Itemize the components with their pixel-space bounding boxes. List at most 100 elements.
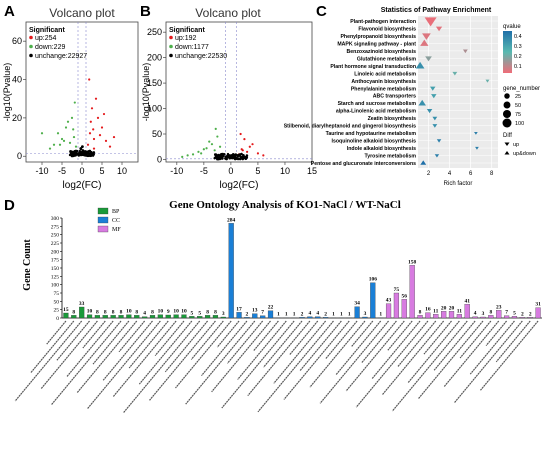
d-bar-mf	[456, 314, 462, 319]
c-point-up	[435, 26, 443, 32]
c-pathway-label: Flavonoid biosynthesis	[358, 26, 416, 32]
b-legend-label: up:192	[175, 35, 197, 42]
a-legend-label: down:229	[35, 44, 65, 51]
b-legend-label: unchange:22530	[175, 53, 227, 60]
d-category-label-placeholder	[46, 320, 67, 345]
d-bar-value-label: 2	[324, 311, 327, 317]
b-ytick-label: 200	[147, 53, 162, 63]
a-point	[74, 149, 78, 153]
c-pathway-label: Isoquinoline alkaloid biosynthesis	[332, 139, 417, 145]
d-bar-value-label: 10	[126, 309, 132, 315]
d-category-label-placeholder	[92, 320, 130, 365]
a-xtick-label: -10	[35, 166, 48, 176]
d-bar-value-label: 8	[489, 309, 492, 315]
d-category-label-placeholder	[283, 320, 350, 400]
panel-a-ylabel: -log10(Pvalue)	[2, 63, 12, 122]
b-point	[186, 154, 189, 157]
d-bar-value-label: 2	[529, 311, 532, 317]
d-bar-value-label: 1	[340, 312, 343, 318]
b-point	[245, 154, 249, 157]
c-point-updown	[420, 39, 429, 46]
d-bar-bp	[102, 315, 108, 319]
d-bar-value-label: 8	[135, 309, 138, 315]
b-point	[242, 154, 245, 157]
b-point	[205, 147, 208, 150]
d-bar-value-label: 41	[464, 298, 470, 304]
a-legend-swatch	[29, 35, 33, 40]
a-point	[88, 78, 91, 81]
b-point	[224, 155, 228, 158]
d-category-label-placeholder	[355, 320, 429, 408]
panel-a: A Volcano plot -10 -5 0 5 10 0 20 40 60 Signific…	[2, 3, 139, 191]
d-category-label-placeholder	[345, 320, 405, 392]
d-ytick-label: 25	[54, 308, 60, 314]
c-point-up	[430, 86, 436, 91]
d-ytick-label: 100	[51, 283, 60, 289]
panel-c-xticks: 2 4 6 8	[427, 171, 494, 177]
a-point	[40, 132, 44, 135]
a-point	[60, 137, 64, 141]
d-category-label-placeholder	[66, 320, 114, 377]
b-point	[251, 143, 254, 146]
d-bar-mf	[472, 316, 478, 319]
panel-a-legend: up:254 down:229 unchange:22927	[29, 35, 87, 60]
panel-d-title: Gene Ontology Analysis of KO1-NaCl / WT-…	[169, 199, 401, 211]
d-bar-value-label: 31	[535, 302, 541, 308]
d-ytick-label: 275	[51, 224, 60, 230]
d-bar-mf	[504, 315, 510, 319]
b-xtick-label: 15	[307, 166, 317, 176]
d-bar-mf	[511, 316, 518, 319]
d-legend-swatch	[97, 225, 109, 233]
a-point	[73, 101, 76, 104]
c-pathway-label: ABC transporters	[373, 94, 416, 100]
d-category-label-placeholder	[273, 320, 327, 384]
d-category-label-placeholder	[335, 320, 382, 376]
d-category-label-placeholder	[351, 320, 374, 347]
d-category-label-placeholder	[211, 320, 271, 393]
b-xtick-label: 5	[255, 166, 260, 176]
d-legend-label: CC	[112, 218, 120, 224]
c-point-up	[436, 139, 442, 143]
c-gene-legend-label: 100	[515, 121, 524, 127]
d-bar-value-label: 2	[521, 311, 524, 317]
d-category-label-placeholder	[495, 320, 531, 363]
panel-b-points	[181, 127, 265, 161]
a-point	[100, 126, 104, 129]
a-point	[92, 128, 95, 131]
b-point	[213, 156, 217, 159]
c-point-up	[425, 56, 432, 62]
d-bar-value-label: 33	[79, 301, 85, 307]
d-bar-value-label: 2	[301, 311, 304, 317]
d-bar-bp	[142, 316, 148, 319]
d-legend-swatch	[97, 216, 109, 224]
d-bar-value-label: 7	[505, 310, 508, 316]
panel-d: D Gene Ontology Analysis of KO1-NaCl / W…	[4, 197, 542, 414]
b-legend-label: down:1177	[175, 44, 209, 51]
panel-a-legend-title: Significant	[29, 27, 65, 34]
d-category-label-placeholder	[459, 320, 492, 359]
d-bar-bp	[126, 314, 132, 319]
a-legend-swatch	[29, 44, 33, 49]
d-bar-cc	[236, 312, 242, 319]
c-point-updown	[415, 61, 425, 69]
a-point	[104, 139, 108, 143]
a-xtick-label: 0	[79, 166, 84, 176]
a-point	[98, 134, 102, 137]
c-diff-legend-shape	[504, 151, 510, 155]
d-category-label-placeholder	[185, 320, 256, 405]
b-point	[232, 156, 236, 160]
c-xtick-label: 6	[469, 171, 473, 177]
b-point	[230, 154, 233, 157]
d-bar-bp	[173, 314, 179, 319]
d-ytick-label: 175	[51, 258, 60, 264]
d-category-label-placeholder	[154, 320, 185, 357]
panel-b-xlabel: log2(FC)	[220, 180, 259, 191]
d-ytick-label: 125	[51, 274, 60, 280]
d-category-label-placeholder	[40, 320, 98, 390]
d-bar-mf	[480, 316, 486, 319]
d-bar-mf	[464, 304, 470, 319]
a-ytick-label: 0	[17, 151, 22, 161]
d-ytick-label: 250	[51, 233, 60, 239]
d-category-label-placeholder	[289, 320, 319, 356]
